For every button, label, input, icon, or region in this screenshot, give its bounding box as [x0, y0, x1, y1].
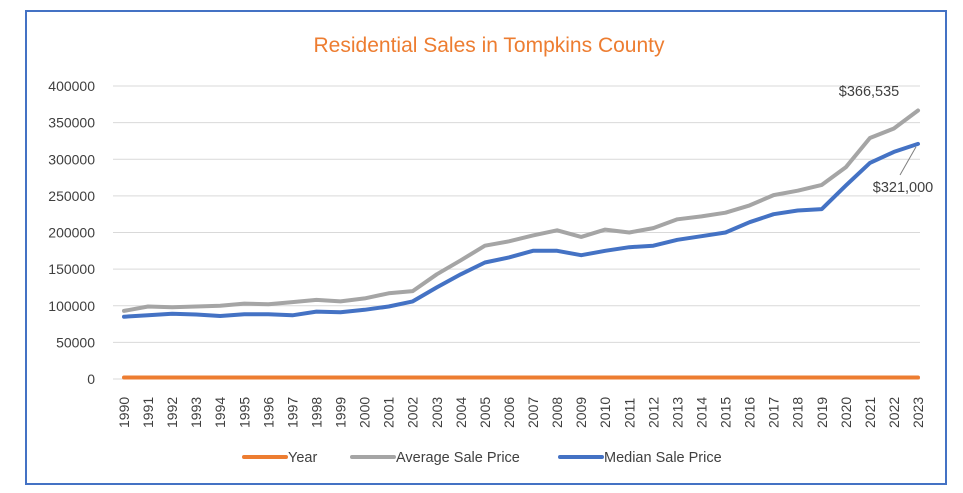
x-tick-label: 2018: [790, 397, 806, 428]
x-tick-label: 2004: [453, 397, 469, 428]
x-tick-label: 1990: [116, 397, 132, 428]
x-tick-label: 2013: [669, 397, 685, 428]
gridlines: [113, 85, 920, 380]
x-tick-label: 2019: [814, 397, 830, 428]
x-tick-label: 2000: [357, 397, 373, 428]
x-tick-label: 2014: [693, 397, 709, 428]
series-lines: [122, 108, 920, 380]
legend: Year Average Sale Price Median Sale Price: [242, 450, 722, 466]
x-tick-label: 2003: [429, 397, 445, 428]
chart-title: Residential Sales in Tompkins County: [314, 34, 665, 57]
y-tick-label: 0: [87, 371, 95, 387]
legend-item: Average Sale Price: [350, 450, 520, 466]
y-tick-label: 350000: [48, 115, 95, 131]
y-tick-label: 50000: [56, 334, 95, 350]
x-tick-label: 2012: [645, 397, 661, 428]
x-tick-label: 2011: [621, 398, 637, 428]
legend-label: Average Sale Price: [396, 450, 520, 466]
x-tick-label: 2023: [910, 397, 926, 428]
y-tick-label: 300000: [48, 151, 95, 167]
x-tick-label: 2007: [525, 397, 541, 428]
annotation-median-last: $321,000: [873, 180, 933, 196]
x-tick-label: 2015: [718, 397, 734, 428]
x-tick-label: 1998: [308, 397, 324, 428]
legend-label: Year: [288, 450, 317, 466]
annotation-average-last: $366,535: [839, 84, 899, 100]
annotation-leader-line: [899, 146, 917, 176]
legend-label: Median Sale Price: [604, 450, 722, 466]
x-tick-label: 2010: [597, 397, 613, 428]
x-tick-label: 2005: [477, 397, 493, 428]
x-tick-label: 2022: [886, 397, 902, 428]
x-tick-label: 1993: [188, 397, 204, 428]
y-tick-label: 200000: [48, 225, 95, 241]
x-tick-label: 2017: [766, 397, 782, 428]
x-tick-label: 2020: [838, 397, 854, 428]
x-tick-label: 2008: [549, 397, 565, 428]
y-axis-tick-labels: 400000 350000 300000 250000 200000 150000 1000…: [48, 78, 95, 387]
y-tick-label: 250000: [48, 188, 95, 204]
x-tick-label: 1994: [212, 397, 228, 428]
x-tick-label: 2001: [381, 397, 397, 428]
y-tick-label: 400000: [48, 78, 95, 94]
x-axis-tick-labels: 1990 1991 1992 1993 1994 1995 1996 1997 1998 1999…: [116, 397, 926, 428]
series-line-median-sale-price: [122, 141, 920, 319]
x-tick-label: 1991: [140, 397, 156, 428]
legend-item: Year: [242, 450, 317, 466]
x-tick-label: 2021: [862, 397, 878, 428]
x-tick-label: 2009: [573, 397, 589, 428]
x-tick-label: 2006: [501, 397, 517, 428]
x-tick-label: 2002: [405, 397, 421, 428]
data-annotations: $366,535 $321,000: [839, 84, 933, 196]
x-tick-label: 2016: [742, 397, 758, 428]
x-tick-label: 1992: [164, 397, 180, 428]
x-tick-label: 1996: [260, 397, 276, 428]
y-tick-label: 150000: [48, 261, 95, 277]
y-tick-label: 100000: [48, 298, 95, 314]
series-line-average-sale-price: [122, 108, 920, 313]
legend-item: Median Sale Price: [558, 450, 722, 466]
x-tick-label: 1997: [284, 397, 300, 428]
x-tick-label: 1999: [333, 397, 349, 428]
x-tick-label: 1995: [236, 397, 252, 428]
